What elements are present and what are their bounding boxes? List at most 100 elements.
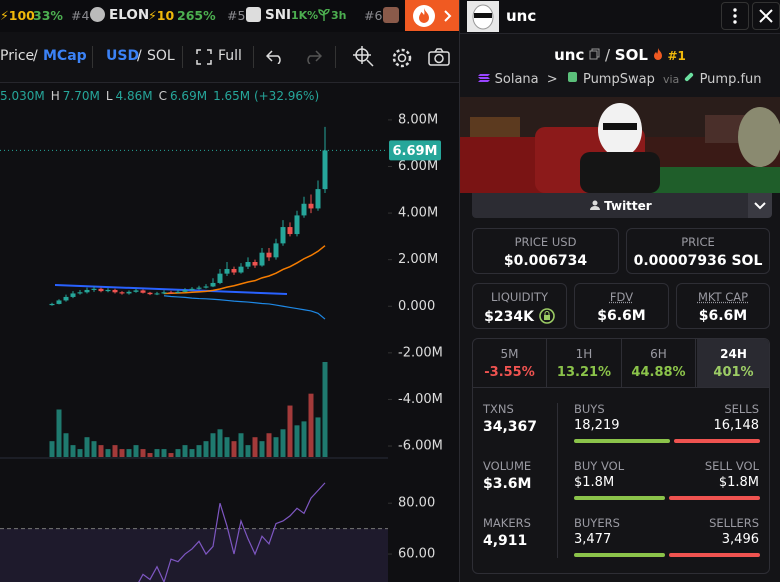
sell-label: SELL VOL xyxy=(704,459,759,473)
open: 5.030M xyxy=(0,89,45,103)
chain[interactable]: Solana xyxy=(494,72,539,87)
candle-body xyxy=(238,266,244,273)
candle-body xyxy=(217,273,223,283)
separator: / xyxy=(137,48,142,64)
dex[interactable]: PumpSwap xyxy=(582,72,655,87)
buy-value: $1.8M xyxy=(574,475,615,490)
sell-label: SELLERS xyxy=(709,516,759,530)
menu-button[interactable] xyxy=(721,2,749,30)
settings-icon[interactable] xyxy=(391,47,413,69)
launchpad[interactable]: Pump.fun xyxy=(699,72,762,87)
candle-body xyxy=(91,288,97,290)
sell-bar xyxy=(669,496,760,500)
candle-body xyxy=(84,289,90,293)
sell-bar xyxy=(674,439,760,443)
y-tick-label: -4.00M xyxy=(398,392,443,407)
boost: ⚡10 xyxy=(148,8,175,23)
stat-card: MKT CAP $6.6M xyxy=(676,283,770,329)
stat-value: 34,367 xyxy=(483,419,538,435)
age: 3h xyxy=(331,9,347,22)
volume-bar xyxy=(189,449,195,457)
volume-bar xyxy=(98,445,104,457)
volume-bar xyxy=(147,453,153,457)
separator: / xyxy=(604,46,610,64)
buy-bar xyxy=(574,553,665,557)
timeframe-tab[interactable]: 24H 401% xyxy=(696,339,769,387)
avatar xyxy=(467,1,499,32)
info-panel: unc unc / SOL #1 Solana > PumpSwap via P… xyxy=(460,0,780,582)
candle-body xyxy=(140,290,146,293)
redo-icon[interactable] xyxy=(304,50,322,64)
buy-label: BUYS xyxy=(574,402,605,416)
dex-icon xyxy=(567,72,577,82)
buy-label: BUY VOL xyxy=(574,459,625,473)
usd-toggle[interactable]: USD xyxy=(106,48,140,64)
rank[interactable]: #5 xyxy=(227,8,246,23)
sol-toggle[interactable]: SOL xyxy=(147,48,175,64)
tab-label: 6H xyxy=(650,347,667,361)
undo-icon[interactable] xyxy=(266,50,284,64)
copy-icon[interactable] xyxy=(589,48,600,60)
quote: SOL xyxy=(614,46,648,64)
key: H xyxy=(50,89,60,103)
expand-button[interactable] xyxy=(748,193,772,218)
candle-body xyxy=(126,291,132,294)
fullscreen-button[interactable]: Full xyxy=(218,48,242,64)
rsi-tick-label: 60.00 xyxy=(398,547,435,562)
volume-bar xyxy=(112,445,118,457)
y-tick-label: 0.000 xyxy=(398,299,435,314)
candle-body xyxy=(196,287,202,289)
stat-card: PRICE 0.00007936 SOL xyxy=(626,228,770,274)
chart-bg xyxy=(0,84,460,582)
timeframe-tab[interactable]: 1H 13.21% xyxy=(548,339,622,387)
screenshot-icon[interactable] xyxy=(428,48,450,66)
crosshair-icon[interactable] xyxy=(353,46,375,68)
timeframe-tab[interactable]: 5M -3.55% xyxy=(473,339,547,387)
chain-icon xyxy=(478,74,491,82)
volume-bar xyxy=(252,437,258,457)
volume-bar xyxy=(168,453,174,457)
fullscreen-icon[interactable] xyxy=(196,49,212,65)
pair-route: Solana > PumpSwap via Pump.fun xyxy=(460,71,780,87)
candle-body xyxy=(98,288,104,292)
volume-bar xyxy=(231,441,237,457)
volume-bar xyxy=(217,429,223,457)
timeframe-tab[interactable]: 6H 44.88% xyxy=(622,339,696,387)
separator: / xyxy=(33,48,38,64)
divider xyxy=(92,46,93,68)
symbol[interactable]: ELON xyxy=(109,7,150,23)
candle-body xyxy=(266,252,272,258)
trending-button[interactable] xyxy=(405,0,459,31)
candle-body xyxy=(189,288,195,290)
volume-bar xyxy=(266,433,272,457)
stat-card: PRICE USD $0.006734 xyxy=(472,228,619,274)
tab-label: 1H xyxy=(575,347,593,361)
volume-bar xyxy=(259,441,265,457)
card-label: FDV xyxy=(609,290,634,304)
price-toggle[interactable]: Price xyxy=(0,48,35,64)
buy-value: 3,477 xyxy=(574,532,612,547)
symbol[interactable]: SNI xyxy=(265,7,292,23)
candle-body xyxy=(231,268,237,273)
divider xyxy=(253,46,254,68)
volume-bar xyxy=(196,445,202,457)
y-tick-label: 6.00M xyxy=(398,159,438,174)
twitter-label: Twitter xyxy=(604,199,652,213)
candle-body xyxy=(273,243,279,258)
close-button[interactable] xyxy=(752,2,780,30)
tab-change: 44.88% xyxy=(631,365,686,380)
fire-icon xyxy=(653,48,662,60)
rank[interactable]: #4 xyxy=(71,8,90,23)
volume-bar xyxy=(322,362,328,457)
value: $234K xyxy=(484,309,534,325)
panel-divider xyxy=(459,0,460,582)
volume-bar xyxy=(70,445,76,457)
last-price-box xyxy=(389,140,441,161)
mcap-toggle[interactable]: MCap xyxy=(43,48,87,64)
candle-body xyxy=(168,292,174,294)
rank[interactable]: #6 xyxy=(364,8,383,23)
sell-label: SELLS xyxy=(724,402,759,416)
stat-label: TXNS xyxy=(483,402,514,416)
twitter-button[interactable]: Twitter xyxy=(472,193,770,218)
low: 4.86M xyxy=(115,89,153,103)
